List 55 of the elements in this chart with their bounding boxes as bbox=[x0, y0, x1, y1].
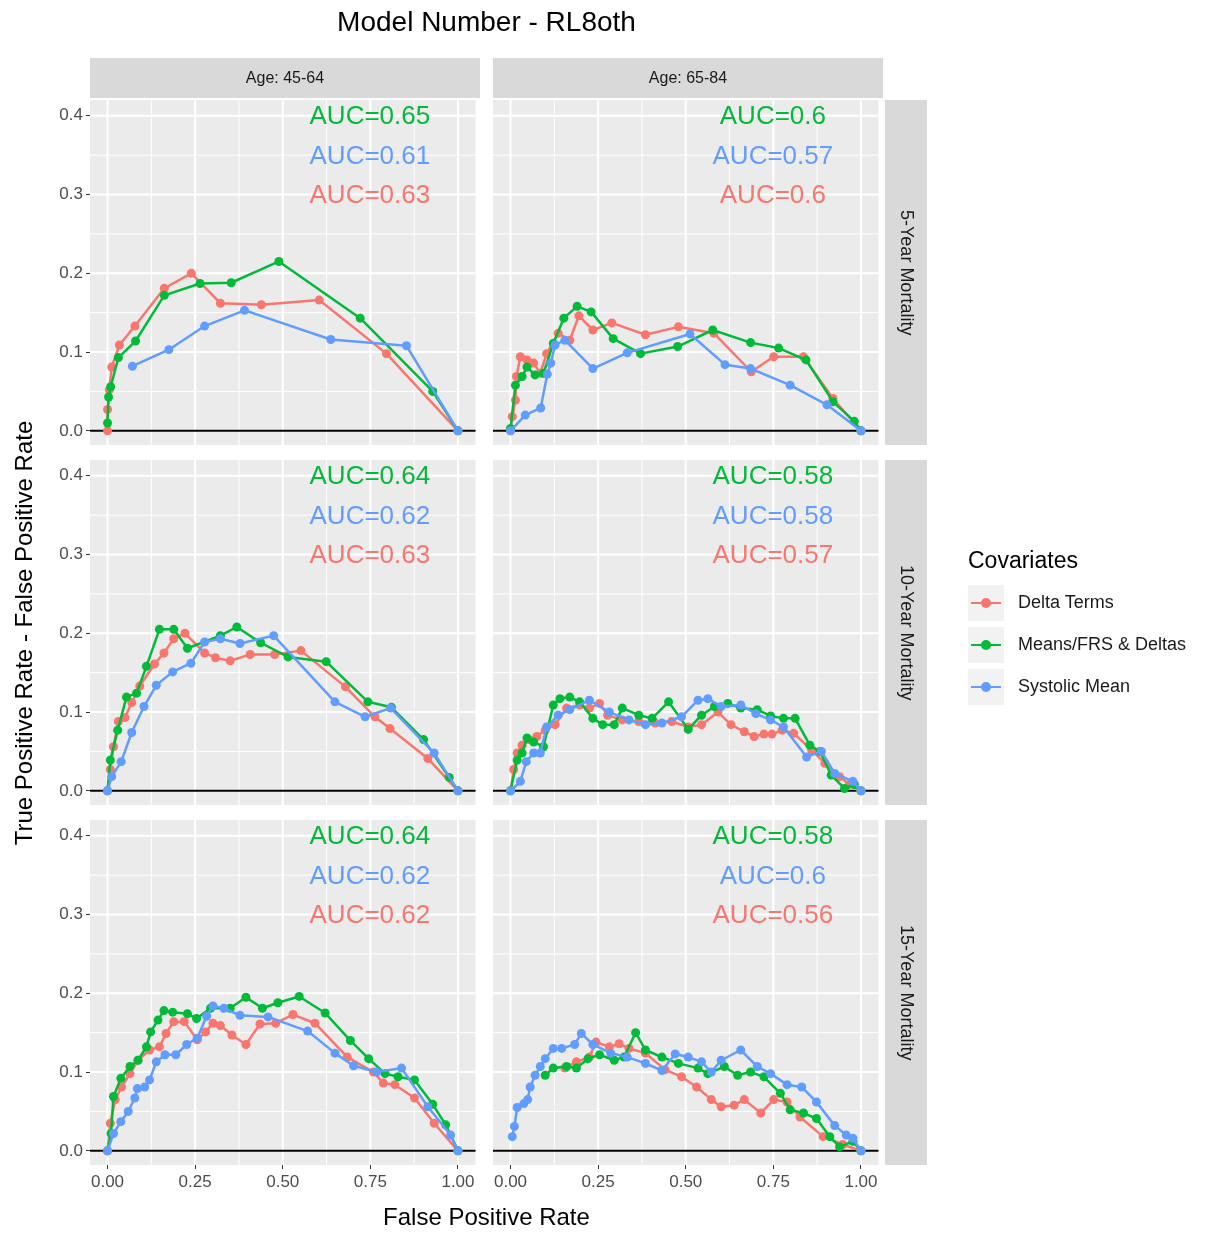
annotation: AUC=0.57 bbox=[712, 139, 834, 170]
x-tick-label: 0.00 bbox=[493, 1171, 528, 1191]
annotation: AUC=0.56 bbox=[712, 899, 834, 930]
y2-axis-title: 10-Year Mortality bbox=[885, 460, 927, 805]
y-tick-label: 0.2 bbox=[59, 982, 83, 1002]
x-tick-label: 0.50 bbox=[669, 1171, 703, 1191]
y-tick-label: 0.3 bbox=[59, 904, 83, 924]
y-tick-label: 0.0 bbox=[59, 780, 83, 800]
annotation: AUC=0.6 bbox=[719, 859, 826, 890]
annotation: AUC=0.63 bbox=[309, 179, 431, 210]
x-axis-title: False Positive Rate bbox=[382, 1203, 591, 1231]
x-tick-label: 1.00 bbox=[844, 1171, 878, 1191]
y-tick-label: 0.3 bbox=[59, 184, 83, 204]
legend-label: Means/FRS & Deltas bbox=[1018, 634, 1187, 655]
annotation: AUC=0.64 bbox=[309, 820, 431, 851]
annotation: AUC=0.57 bbox=[712, 539, 834, 570]
y-axis-title: True Positive Rate - False Positive Rate bbox=[10, 420, 38, 845]
y-tick-label: 0.4 bbox=[59, 465, 83, 485]
annotation: AUC=0.63 bbox=[309, 539, 431, 570]
y2-axis-title: 15-Year Mortality bbox=[885, 820, 927, 1165]
annotation: AUC=0.62 bbox=[309, 859, 431, 890]
x-tick-label: 0.75 bbox=[756, 1171, 790, 1191]
x-tick-label: 0.00 bbox=[90, 1171, 125, 1191]
annotation: AUC=0.58 bbox=[712, 499, 834, 530]
annotation: AUC=0.6 bbox=[719, 100, 826, 131]
y-tick-label: 0.1 bbox=[59, 1061, 83, 1081]
x-tick-label: 0.50 bbox=[266, 1171, 300, 1191]
y-tick-label: 0.3 bbox=[59, 544, 83, 564]
y-tick-label: 0.4 bbox=[59, 825, 83, 845]
annotation: AUC=0.6 bbox=[719, 179, 826, 210]
y-tick-label: 0.1 bbox=[59, 701, 83, 721]
x-tick-label: 1.00 bbox=[441, 1171, 475, 1191]
y-tick-label: 0.2 bbox=[59, 622, 83, 642]
annotation: AUC=0.65 bbox=[309, 100, 431, 131]
annotation: AUC=0.61 bbox=[309, 139, 431, 170]
annotation: AUC=0.62 bbox=[309, 499, 431, 530]
y2-axis-title: 5-Year Mortality bbox=[885, 100, 927, 445]
y-tick-label: 0.4 bbox=[59, 105, 83, 125]
chart-subtitle: Age: 45-64 bbox=[90, 58, 480, 98]
annotation: AUC=0.58 bbox=[712, 820, 834, 851]
y-tick-label: 0.2 bbox=[59, 262, 83, 282]
y-tick-label: 0.0 bbox=[59, 420, 83, 440]
annotation: AUC=0.58 bbox=[712, 460, 834, 491]
chart-title: Model Number - RL8oth bbox=[336, 6, 637, 38]
x-tick-label: 0.25 bbox=[178, 1171, 212, 1191]
x-tick-label: 0.75 bbox=[353, 1171, 387, 1191]
y-tick-label: 0.1 bbox=[59, 341, 83, 361]
legend-title: Covariates bbox=[968, 546, 1079, 574]
legend-label: Systolic Mean bbox=[1018, 676, 1131, 697]
legend-label: Delta Terms bbox=[1018, 592, 1114, 613]
y-tick-label: 0.0 bbox=[59, 1140, 83, 1160]
chart-subtitle: Age: 65-84 bbox=[493, 58, 883, 98]
annotation: AUC=0.64 bbox=[309, 460, 431, 491]
x-tick-label: 0.25 bbox=[581, 1171, 615, 1191]
annotation: AUC=0.62 bbox=[309, 899, 431, 930]
